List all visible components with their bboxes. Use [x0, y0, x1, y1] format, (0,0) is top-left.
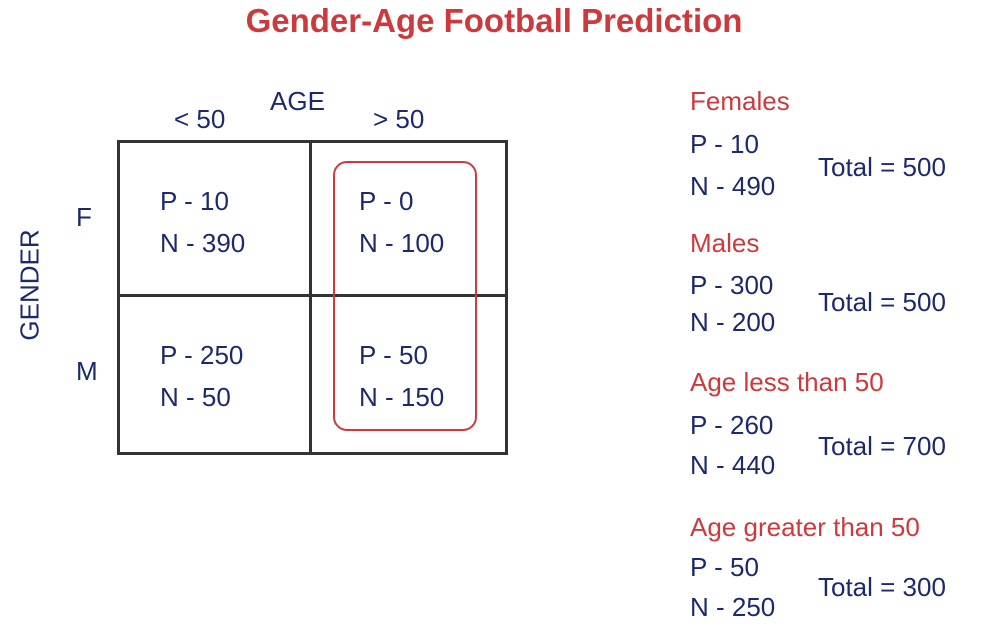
cell-female-age-under-50: P - 10 N - 390	[160, 180, 245, 264]
summary-negative-males: N - 200	[690, 307, 776, 337]
row-header-female: F	[76, 202, 92, 232]
cell-positive-count: P - 50	[359, 340, 428, 370]
cell-positive-count: P - 0	[359, 186, 414, 216]
summary-total-age-under-50: Total = 700	[818, 431, 946, 461]
summary-title-age-over-50: Age greater than 50	[690, 512, 920, 542]
summary-title-females: Females	[690, 86, 790, 116]
summary-title-age-under-50: Age less than 50	[690, 367, 884, 397]
cell-male-age-over-50: P - 50 N - 150	[359, 334, 444, 418]
cell-positive-count: P - 250	[160, 340, 244, 370]
summary-total-males: Total = 500	[818, 287, 946, 317]
cell-negative-count: N - 390	[160, 228, 246, 258]
column-header-age-over-50: > 50	[373, 104, 425, 134]
summary-total-females: Total = 500	[818, 152, 946, 182]
summary-positive-males: P - 300	[690, 270, 774, 300]
cell-negative-count: N - 50	[160, 382, 231, 412]
summary-positive-age-over-50: P - 50	[690, 552, 759, 582]
cell-positive-count: P - 10	[160, 186, 229, 216]
age-axis-label: AGE	[270, 86, 325, 116]
cell-male-age-under-50: P - 250 N - 50	[160, 334, 243, 418]
cell-negative-count: N - 100	[359, 228, 445, 258]
highlight-box-age-over-50	[333, 161, 477, 431]
row-header-male: M	[76, 356, 98, 386]
summary-title-males: Males	[690, 228, 760, 258]
summary-negative-age-over-50: N - 250	[690, 592, 776, 622]
grid-horizontal-divider	[120, 294, 505, 297]
cell-female-age-over-50: P - 0 N - 100	[359, 180, 444, 264]
summary-total-age-over-50: Total = 300	[818, 572, 946, 602]
grid-vertical-divider	[309, 143, 312, 452]
contingency-grid	[117, 140, 508, 455]
page-title: Gender-Age Football Prediction	[245, 2, 743, 39]
gender-axis-label: GENDER	[14, 229, 45, 341]
column-header-age-under-50: < 50	[174, 104, 226, 134]
summary-negative-age-under-50: N - 440	[690, 450, 776, 480]
summary-positive-females: P - 10	[690, 129, 759, 159]
summary-negative-females: N - 490	[690, 171, 776, 201]
cell-negative-count: N - 150	[359, 382, 445, 412]
summary-positive-age-under-50: P - 260	[690, 410, 774, 440]
